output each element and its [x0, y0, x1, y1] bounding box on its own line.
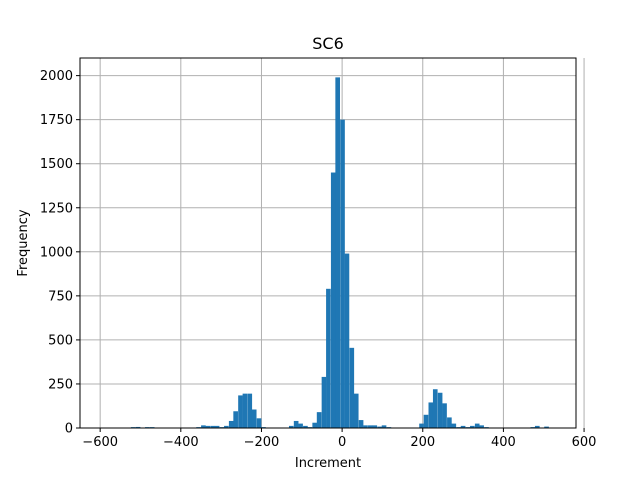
y-tick-label: 500	[48, 333, 73, 348]
histogram-bar	[479, 425, 484, 428]
histogram-bar	[428, 402, 434, 428]
histogram-bar	[316, 412, 322, 428]
histogram-bar	[326, 288, 331, 428]
histogram-bar	[419, 423, 424, 428]
histogram-bar	[135, 426, 141, 428]
histogram-bar	[442, 403, 447, 428]
histogram-bar	[349, 347, 355, 428]
histogram-bar	[312, 422, 318, 428]
histogram-bar	[330, 172, 336, 428]
histogram-bar	[340, 119, 345, 429]
x-tick-label: 600	[572, 435, 597, 450]
histogram-bar	[293, 420, 299, 428]
histogram-bar	[224, 425, 229, 428]
x-tick-label: 0	[338, 435, 346, 450]
histogram-bar	[437, 392, 443, 428]
histogram-bar	[251, 409, 257, 428]
y-tick-label: 0	[65, 422, 73, 437]
y-tick-label: 750	[48, 289, 73, 304]
histogram-bar	[474, 423, 480, 428]
histogram-bar	[247, 393, 253, 428]
histogram-bar	[460, 425, 466, 428]
x-tick-label: −400	[163, 435, 199, 450]
histogram-bar	[368, 425, 373, 428]
histogram-bar	[288, 425, 294, 428]
histogram-bar	[447, 417, 452, 428]
histogram-bar	[451, 423, 457, 428]
histogram-bar	[303, 425, 308, 428]
x-tick-label: −600	[82, 435, 118, 450]
histogram-bar	[233, 411, 238, 428]
histogram-bar	[335, 77, 340, 428]
histogram-bar	[544, 426, 549, 428]
plot-area-frame	[79, 57, 577, 429]
y-tick-label: 1250	[40, 201, 73, 216]
histogram-bar	[321, 376, 327, 428]
histogram-bar	[353, 393, 359, 428]
histogram-bar	[344, 253, 350, 428]
histogram-bar	[242, 393, 248, 428]
y-axis-label: Frequency	[16, 209, 31, 276]
y-axis-ticks: 0 250 500 750 1000 1250 1500 1750 2000	[40, 69, 80, 437]
histogram-bar	[372, 425, 378, 428]
histogram-bar	[298, 423, 303, 428]
histogram-bar	[363, 425, 368, 428]
histogram-bar	[256, 418, 262, 428]
histogram-bar	[205, 425, 211, 428]
histogram-bar	[534, 425, 540, 428]
histogram-bar	[201, 425, 206, 428]
histogram-bar	[238, 395, 243, 428]
x-tick-label: 400	[491, 435, 516, 450]
x-axis-label: Increment	[295, 456, 361, 471]
histogram-bar	[214, 425, 220, 428]
y-tick-label: 1000	[40, 245, 73, 260]
y-tick-label: 250	[48, 377, 73, 392]
histogram-bar	[358, 420, 364, 428]
x-tick-label: −200	[244, 435, 280, 450]
histogram-bar	[381, 425, 387, 428]
histogram-bar	[228, 420, 234, 428]
x-axis-ticks: −600 −400 −200 0 200 400 600	[82, 428, 596, 450]
histogram-bar	[470, 425, 475, 428]
histogram-bar	[210, 425, 215, 428]
histogram-bar	[377, 426, 382, 428]
y-tick-label: 2000	[40, 69, 73, 84]
y-tick-label: 1500	[40, 157, 73, 172]
histogram-bar	[423, 414, 429, 428]
histogram-bar	[432, 389, 438, 428]
chart-title: SC6	[312, 34, 344, 53]
y-tick-label: 1750	[40, 113, 73, 128]
x-tick-label: 200	[410, 435, 435, 450]
